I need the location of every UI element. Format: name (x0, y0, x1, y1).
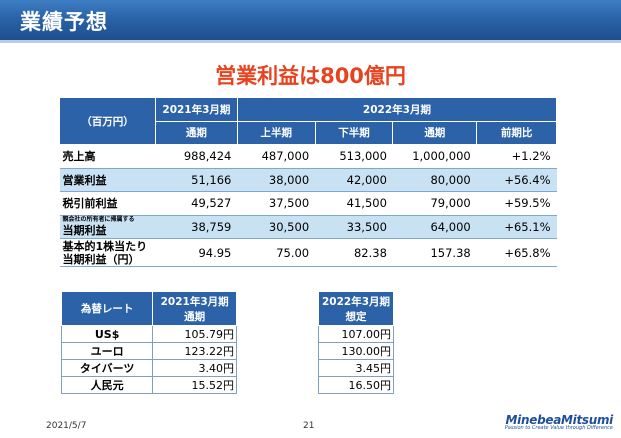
cell-full: 80,000 (392, 168, 477, 192)
cell-h2: 41,500 (315, 191, 393, 216)
cell-h1: 487,000 (237, 144, 316, 169)
fx-forecast-value: 16.50円 (318, 376, 394, 394)
col-yoy: 前期比 (476, 120, 557, 145)
cell-h2: 82.38 (315, 238, 393, 267)
company-logo: MinebeaMitsumi Passion to Create Value t… (504, 413, 614, 431)
headline: 営業利益は800億円 (215, 64, 406, 88)
cell-yoy: +65.1% (476, 215, 557, 239)
cell-yoy: +65.8% (476, 238, 557, 267)
fx-forecast-table: 2022年3月期 想定 107.00円 130.00円 3.45円 16.50円 (318, 291, 394, 394)
fx-rate-table: 為替レート 2021年3月期 通期 US$ 105.79円 ユーロ 123.22… (60, 291, 237, 394)
forecast-table: （百万円） 2021年3月期 2022年3月期 通期 上半期 下半期 通期 前期… (59, 97, 558, 267)
logo-name: MinebeaMitsumi (505, 413, 614, 427)
fx-currency: ユーロ (60, 342, 154, 360)
table-row: 営業利益 51,166 38,000 42,000 80,000 +56.4% (59, 168, 557, 192)
cell-full: 79,000 (392, 191, 477, 216)
row-label: 税引前利益 (59, 191, 156, 216)
cell-h2: 33,500 (315, 215, 393, 239)
cell-fy2021: 51,166 (155, 168, 238, 192)
cell-full: 1,000,000 (392, 144, 477, 169)
row-label: 営業利益 (59, 168, 156, 192)
header-divider (0, 40, 621, 43)
cell-h2: 42,000 (315, 168, 393, 192)
fx-fy2022-label: 2022年3月期 (321, 295, 391, 308)
slide-title: 業績予想 (20, 10, 108, 34)
fx-value: 105.79円 (152, 325, 237, 343)
slide-header-bar: 業績予想 (0, 0, 621, 40)
table-row: 売上高 988,424 487,000 513,000 1,000,000 +1… (59, 144, 557, 169)
page-number: 21 (303, 421, 315, 431)
fx-currency: US$ (60, 325, 154, 343)
cell-h1: 30,500 (237, 215, 316, 239)
unit-header: （百万円） (59, 97, 156, 145)
table-row: 130.00円 (318, 342, 394, 360)
fx-label-header: 為替レート (60, 291, 154, 326)
cell-yoy: +56.4% (476, 168, 557, 192)
col-second-half: 下半期 (314, 120, 394, 145)
cell-h1: 38,000 (237, 168, 316, 192)
fx-fy2021-sub: 通期 (184, 310, 206, 323)
col-full-year: 通期 (154, 120, 238, 145)
fx-forecast-value: 3.45円 (318, 359, 394, 377)
fx-forecast-value: 130.00円 (318, 342, 394, 360)
fx-fy2022-header: 2022年3月期 想定 (318, 291, 394, 326)
fx-fy2021-label: 2021年3月期 (160, 295, 229, 308)
logo-tagline: Passion to Create Value through Differen… (504, 425, 613, 431)
cell-fy2021: 988,424 (155, 144, 238, 169)
table-row: 基本的1株当たり 当期利益（円） 94.95 75.00 82.38 157.3… (59, 238, 557, 267)
fx-fy2021-header: 2021年3月期 通期 (152, 291, 237, 326)
footer-date: 2021/5/7 (46, 421, 87, 431)
cell-yoy: +1.2% (476, 144, 557, 169)
fx-value: 15.52円 (152, 376, 237, 394)
table-row: 16.50円 (318, 376, 394, 394)
table-row: US$ 105.79円 (60, 325, 237, 343)
col-first-half: 上半期 (236, 120, 316, 145)
table-row: 税引前利益 49,527 37,500 41,500 79,000 +59.5% (59, 191, 557, 216)
cell-full: 157.38 (392, 238, 477, 267)
fy2022-header: 2022年3月期 (236, 97, 558, 122)
table-row: 人民元 15.52円 (60, 376, 237, 394)
cell-h2: 513,000 (315, 144, 393, 169)
table-row: 107.00円 (318, 325, 394, 343)
row-label-line1: 基本的1株当たり (62, 239, 148, 253)
table-row: 3.45円 (318, 359, 394, 377)
row-label-main: 当期利益（円） (62, 252, 140, 266)
fx-forecast-value: 107.00円 (318, 325, 394, 343)
table-row: 親会社の所有者に帰属する 当期利益 38,759 30,500 33,500 6… (59, 215, 557, 239)
fy2021-header: 2021年3月期 (154, 97, 238, 122)
fx-currency: タイバーツ (60, 359, 154, 377)
col-full-year-2022: 通期 (392, 120, 478, 145)
cell-fy2021: 94.95 (155, 238, 238, 267)
fx-fy2022-sub: 想定 (345, 310, 367, 323)
cell-full: 64,000 (392, 215, 477, 239)
row-label: 親会社の所有者に帰属する 当期利益 (59, 215, 156, 239)
row-label-main: 当期利益 (62, 224, 107, 238)
row-label: 基本的1株当たり 当期利益（円） (59, 238, 156, 267)
fx-value: 3.40円 (152, 359, 237, 377)
fx-value: 123.22円 (152, 342, 237, 360)
cell-h1: 75.00 (237, 238, 316, 267)
table-row: タイバーツ 3.40円 (60, 359, 237, 377)
cell-fy2021: 49,527 (155, 191, 238, 216)
row-label-note: 親会社の所有者に帰属する (62, 216, 135, 224)
row-label: 売上高 (59, 144, 156, 169)
table-row: ユーロ 123.22円 (60, 342, 237, 360)
fx-currency: 人民元 (60, 376, 154, 394)
cell-fy2021: 38,759 (155, 215, 238, 239)
cell-h1: 37,500 (237, 191, 316, 216)
cell-yoy: +59.5% (476, 191, 557, 216)
